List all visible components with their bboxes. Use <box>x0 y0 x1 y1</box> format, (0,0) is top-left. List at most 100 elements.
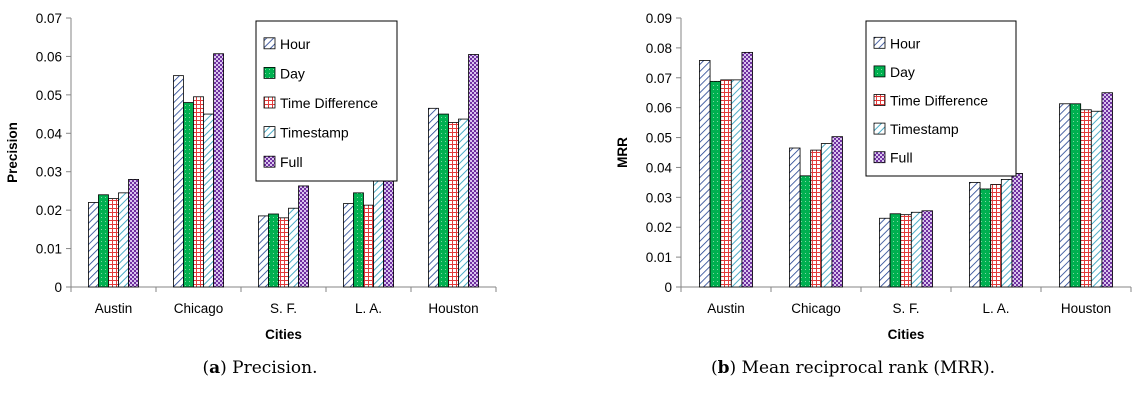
legend-label-day: Day <box>280 65 305 81</box>
x-tick-label-l-a: L. A. <box>355 301 382 316</box>
bar-chicago-timestamp <box>203 113 214 288</box>
bar-houston-time-difference <box>448 122 459 288</box>
y-tick-label: 0.03 <box>646 190 672 205</box>
y-tick-label: 0.04 <box>646 160 673 175</box>
y-tick-label: 0.09 <box>646 11 672 26</box>
y-tick-label: 0 <box>54 280 62 295</box>
legend-box <box>865 20 1017 177</box>
bar-chicago-hour <box>789 147 801 288</box>
legend-label-time-difference: Time Difference <box>890 93 988 109</box>
charts-canvas: 0 0.01 0.02 0.03 0.04 0.05 0.06 0.07 Austin Chica… <box>5 11 1132 342</box>
precision-chart: 0 0.01 0.02 0.03 0.04 0.05 0.06 0.07 Austin Chica… <box>5 11 497 342</box>
legend: Hour Day Time Difference Timestamp Full <box>865 20 1017 177</box>
bar-s-f-time-difference <box>278 217 289 288</box>
bar-s-f-full <box>298 185 309 288</box>
legend: Hour Day Time Difference Timestamp Full <box>255 20 398 182</box>
bar-l-a-timestamp <box>1000 178 1013 288</box>
bar-austin-day <box>98 194 109 288</box>
legend-label-timestamp: Timestamp <box>890 121 959 137</box>
bar-s-f-timestamp <box>910 211 923 288</box>
y-axis-title: MRR <box>615 137 630 168</box>
bar-s-f-hour <box>879 217 891 288</box>
bar-l-a-full <box>1011 173 1023 288</box>
legend-swatch-full <box>873 151 886 164</box>
bar-s-f-day <box>268 213 279 288</box>
legend-label-time-difference: Time Difference <box>280 95 378 111</box>
x-tick-label-s-f: S. F. <box>892 301 919 316</box>
legend-swatch-time-difference <box>873 94 886 106</box>
y-tick-label: 0 <box>664 280 672 295</box>
bar-l-a-day <box>979 188 992 288</box>
x-tick-label-l-a: L. A. <box>982 301 1009 316</box>
x-axis-title: Cities <box>888 327 925 342</box>
bar-l-a-time-difference <box>363 204 374 288</box>
bar-l-a-timestamp <box>373 174 384 288</box>
bar-l-a-hour <box>969 181 981 288</box>
bar-s-f-time-difference <box>900 214 912 288</box>
bar-chicago-full <box>831 136 843 288</box>
bar-chicago-day <box>799 175 812 288</box>
bar-austin-hour <box>699 60 711 288</box>
legend-label-timestamp: Timestamp <box>280 125 349 141</box>
bar-chicago-timestamp <box>820 143 833 288</box>
bar-houston-full <box>468 54 479 288</box>
caption-letter: b <box>717 358 730 378</box>
bar-houston-timestamp <box>458 118 469 288</box>
legend-swatch-day <box>263 67 276 79</box>
caption-mrr: (b) Mean reciprocal rank (MRR). <box>710 358 995 378</box>
bar-austin-full <box>128 178 139 288</box>
bar-houston-day <box>1069 103 1082 288</box>
bar-austin-time-difference <box>108 198 119 288</box>
bar-l-a-hour <box>343 203 354 288</box>
legend-swatch-hour <box>263 37 276 50</box>
bar-chicago-full <box>213 53 224 288</box>
bar-austin-time-difference <box>720 79 732 288</box>
y-tick-label: 0.04 <box>36 126 63 141</box>
y-tick-label: 0.06 <box>646 101 672 116</box>
x-tick-label-chicago: Chicago <box>174 301 224 316</box>
legend-label-full: Full <box>890 150 913 166</box>
legend-swatch-hour <box>873 36 886 49</box>
legend-label-hour: Hour <box>890 35 921 51</box>
caption-text: Precision. <box>232 358 318 378</box>
legend-label-hour: Hour <box>280 36 311 52</box>
bar-houston-hour <box>1059 103 1071 288</box>
x-axis-title: Cities <box>265 327 302 342</box>
bar-l-a-time-difference <box>990 184 1002 288</box>
x-tick-label-austin: Austin <box>95 301 133 316</box>
bar-houston-full <box>1101 92 1113 288</box>
bar-houston-timestamp <box>1090 110 1103 288</box>
x-tick-label-houston: Houston <box>1061 301 1111 316</box>
bar-s-f-hour <box>258 215 269 288</box>
x-tick-label-houston: Houston <box>428 301 478 316</box>
bar-austin-timestamp <box>730 79 743 288</box>
y-tick-label: 0.08 <box>646 41 672 56</box>
x-tick-label-austin: Austin <box>707 301 745 316</box>
bar-chicago-time-difference <box>810 149 822 288</box>
legend-swatch-time-difference <box>263 96 276 109</box>
mrr-chart: 0 0.01 0.02 0.03 0.04 0.05 0.06 0.07 0.08 0.09 Aus… <box>615 11 1132 342</box>
legend-swatch-timestamp <box>873 122 886 135</box>
bar-chicago-day <box>183 102 194 288</box>
y-tick-label: 0.02 <box>646 220 672 235</box>
y-tick-label: 0.01 <box>646 250 672 265</box>
y-tick-label: 0.07 <box>646 71 672 86</box>
bar-s-f-full <box>921 210 933 288</box>
bar-s-f-timestamp <box>288 207 299 288</box>
y-axis-title: Precision <box>5 122 20 183</box>
bar-houston-hour <box>428 107 439 288</box>
caption-letter: a <box>209 358 221 378</box>
bar-austin-hour <box>88 202 99 288</box>
x-tick-label-chicago: Chicago <box>791 301 841 316</box>
bar-s-f-day <box>889 213 902 288</box>
bar-houston-day <box>438 113 449 288</box>
y-tick-label: 0.05 <box>36 88 62 103</box>
bar-austin-timestamp <box>118 192 129 288</box>
y-tick-label: 0.06 <box>36 49 62 64</box>
bar-houston-time-difference <box>1080 109 1092 288</box>
legend-swatch-full <box>263 155 276 168</box>
legend-swatch-day <box>873 65 886 78</box>
y-tick-label: 0.05 <box>646 131 672 146</box>
bar-l-a-day <box>353 192 364 288</box>
legend-box <box>255 20 398 182</box>
